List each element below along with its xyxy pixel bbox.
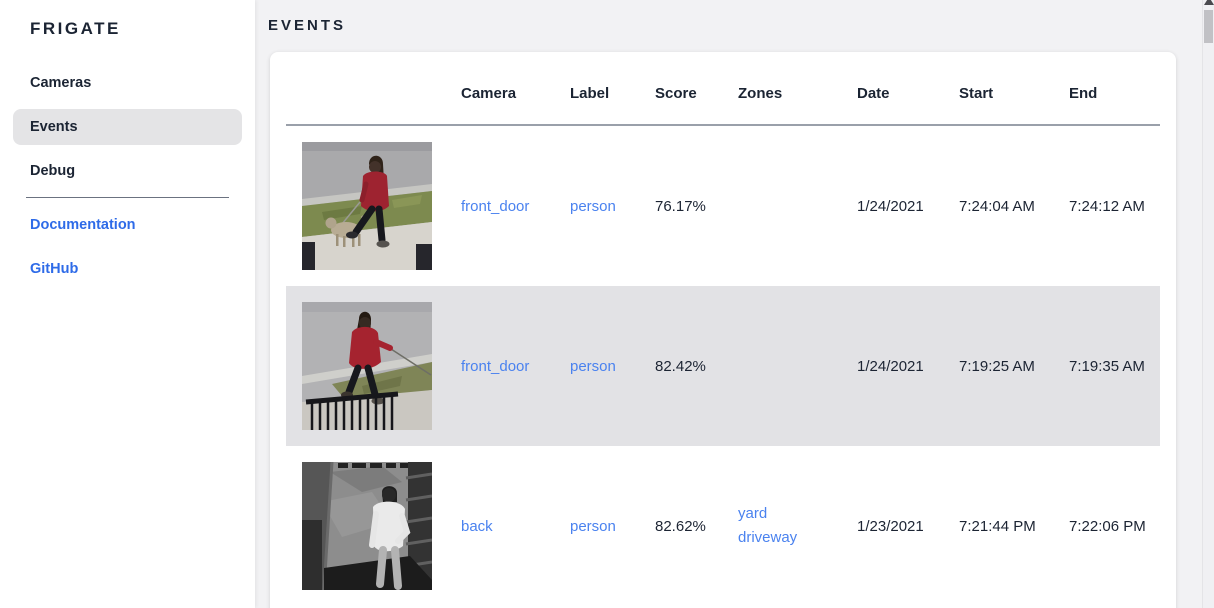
camera-link[interactable]: front_door — [461, 357, 530, 375]
date-value: 1/24/2021 — [857, 357, 924, 375]
column-end: End — [1069, 85, 1098, 102]
event-thumbnail[interactable] — [302, 142, 432, 270]
sidebar-item-label: Cameras — [30, 75, 92, 91]
column-label: Label — [570, 85, 610, 102]
start-value: 7:24:04 AM — [959, 197, 1035, 215]
camera-link[interactable]: back — [461, 517, 493, 535]
label-link[interactable]: person — [570, 517, 616, 535]
sidebar-nav: Cameras Events Debug Documentation GitHu… — [0, 65, 255, 287]
column-start: Start — [959, 85, 994, 102]
column-date: Date — [857, 85, 890, 102]
sidebar-link-label: GitHub — [30, 261, 79, 277]
scroll-up-arrow-icon[interactable] — [1204, 0, 1214, 5]
sidebar-item-debug[interactable]: Debug — [13, 153, 242, 189]
column-thumbnail — [286, 102, 461, 124]
end-value: 7:19:35 AM — [1069, 357, 1145, 375]
end-value: 7:22:06 PM — [1069, 517, 1146, 535]
thumbnail-person-night-bw — [302, 462, 432, 590]
zone-link[interactable]: driveway — [738, 529, 798, 546]
sidebar-divider — [26, 197, 229, 198]
start-value: 7:19:25 AM — [959, 357, 1035, 375]
sidebar: FRIGATE Cameras Events Debug Documentati… — [0, 0, 255, 608]
camera-link[interactable]: front_door — [461, 197, 530, 215]
sidebar-link-documentation[interactable]: Documentation — [13, 207, 242, 243]
score-value: 76.17% — [655, 197, 706, 215]
date-value: 1/24/2021 — [857, 197, 924, 215]
date-value: 1/23/2021 — [857, 517, 924, 535]
start-value: 7:21:44 PM — [959, 517, 1036, 535]
event-thumbnail[interactable] — [302, 462, 432, 590]
sidebar-link-label: Documentation — [30, 217, 136, 233]
page-title: EVENTS — [268, 17, 347, 34]
zone-link[interactable]: yard — [738, 505, 768, 522]
events-table-header: Camera Label Score Zones Date Start End — [286, 52, 1160, 126]
label-link[interactable]: person — [570, 357, 616, 375]
zones-cell: yard driveway — [738, 502, 857, 550]
main-content: EVENTS Camera Label Score Zones Date Sta… — [255, 0, 1202, 608]
sidebar-item-label: Events — [30, 119, 78, 135]
sidebar-item-cameras[interactable]: Cameras — [13, 65, 242, 101]
column-zones: Zones — [738, 85, 783, 102]
thumbnail-person-red-coat-dog — [302, 142, 432, 270]
sidebar-link-github[interactable]: GitHub — [13, 251, 242, 287]
score-value: 82.62% — [655, 517, 706, 535]
score-value: 82.42% — [655, 357, 706, 375]
app-logo: FRIGATE — [30, 19, 121, 38]
end-value: 7:24:12 AM — [1069, 197, 1145, 215]
event-row[interactable]: front_door person 82.42% 1/24/2021 7:19:… — [286, 286, 1160, 446]
sidebar-item-label: Debug — [30, 163, 76, 179]
thumbnail-person-red-hoodie-dog — [302, 302, 432, 430]
column-camera: Camera — [461, 85, 517, 102]
label-link[interactable]: person — [570, 197, 616, 215]
events-card: Camera Label Score Zones Date Start End — [270, 52, 1176, 608]
scrollbar-thumb[interactable] — [1204, 10, 1213, 43]
event-row[interactable]: back person 82.62% yard driveway 1/23/20… — [286, 446, 1160, 606]
sidebar-item-events[interactable]: Events — [13, 109, 242, 145]
column-score: Score — [655, 85, 697, 102]
event-thumbnail[interactable] — [302, 302, 432, 430]
scrollbar[interactable] — [1202, 0, 1214, 608]
event-row[interactable]: front_door person 76.17% 1/24/2021 7:24:… — [286, 126, 1160, 286]
